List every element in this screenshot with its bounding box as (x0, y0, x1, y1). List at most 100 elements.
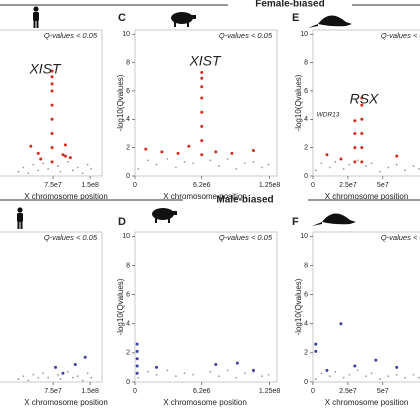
data-point (137, 376, 140, 379)
plot-frame (134, 231, 278, 383)
data-point (200, 124, 204, 128)
x-tick-label: 5e7 (377, 388, 389, 395)
data-point (71, 376, 74, 379)
y-tick-label: 6 (304, 88, 308, 95)
data-point (320, 372, 323, 375)
panel-label: C (118, 12, 126, 24)
annotation: XIST (28, 61, 62, 77)
data-point (50, 89, 54, 93)
data-point (175, 166, 177, 169)
data-point (387, 375, 390, 378)
data-point (155, 365, 159, 369)
annotation: XIST (188, 53, 222, 69)
y-axis-label: -log10(Qvalues) (116, 278, 125, 335)
data-point (137, 168, 140, 170)
data-point (63, 143, 67, 147)
data-point (387, 166, 390, 169)
data-point (334, 160, 337, 163)
data-point (200, 153, 204, 157)
data-point (314, 169, 317, 172)
data-point (76, 166, 79, 169)
y-tick-label: 10 (300, 31, 308, 38)
data-point (68, 156, 72, 160)
data-point (218, 165, 220, 167)
y-tick-label: 2 (304, 350, 308, 357)
data-point (320, 162, 323, 165)
data-point (200, 71, 204, 75)
data-point (73, 363, 77, 367)
data-point (200, 96, 204, 100)
x-tick-label: 2.5e7 (339, 182, 357, 189)
panel-label: D (118, 216, 126, 228)
data-point (86, 372, 89, 375)
y-axis-label: -log10(Qvalues) (116, 74, 125, 131)
y-tick-label: 8 (126, 59, 130, 66)
data-point (267, 163, 270, 166)
x-axis-label: X chromosome position (163, 192, 247, 201)
data-point (342, 168, 345, 170)
y-tick-label: 10 (122, 233, 130, 240)
x-tick-label: 6.2e6 (193, 388, 211, 395)
data-point (314, 342, 318, 346)
data-point (200, 139, 204, 143)
data-point (47, 168, 50, 170)
data-point (360, 96, 364, 100)
data-point (192, 162, 195, 165)
y-tick-label: 8 (304, 59, 308, 66)
data-point (32, 163, 35, 166)
data-point (209, 370, 212, 373)
data-point (348, 373, 351, 376)
data-point (353, 119, 357, 123)
data-point (61, 371, 65, 375)
y-tick-label: 6 (126, 88, 130, 95)
pig-icon (152, 208, 177, 223)
data-point (32, 373, 35, 376)
y-tick-label: 6 (126, 291, 130, 298)
x-axis-label: X chromosome position (163, 398, 247, 407)
data-point (214, 150, 218, 154)
x-tick-label: 1.5e8 (81, 182, 99, 189)
data-point (218, 375, 220, 378)
data-point (214, 363, 218, 367)
data-point (183, 160, 186, 163)
data-point (226, 158, 229, 160)
legend-entry: Q-values < 0.05 (381, 233, 420, 242)
data-point (50, 117, 54, 121)
data-point (135, 342, 139, 346)
data-point (252, 160, 255, 163)
y-tick-label: 4 (304, 116, 308, 123)
data-point (22, 375, 25, 378)
section-title: Male-biased (216, 195, 273, 206)
data-point (370, 372, 373, 375)
data-point (50, 69, 54, 73)
data-point (183, 372, 186, 375)
data-point (135, 371, 139, 375)
data-point (395, 373, 398, 376)
data-point (200, 110, 204, 114)
plot-frame (312, 231, 420, 383)
plot-frame (312, 29, 420, 177)
x-tick-label: 1.25e8 (259, 182, 281, 189)
data-point (328, 375, 331, 378)
y-tick-label: 4 (304, 321, 308, 328)
y-tick-label: 2 (304, 144, 308, 151)
plot-frame (134, 29, 278, 177)
data-point (36, 151, 40, 155)
y-tick-label: 4 (126, 321, 130, 328)
data-point (81, 172, 84, 175)
x-tick-label: 7.5e7 (44, 182, 62, 189)
data-point (50, 160, 54, 164)
data-point (147, 370, 149, 373)
data-point (360, 146, 364, 150)
x-tick-label: 2.5e7 (339, 388, 357, 395)
data-point (83, 355, 87, 359)
data-point (192, 373, 195, 376)
annotation: WDR13 (317, 112, 340, 119)
data-point (339, 322, 343, 326)
y-tick-label: 0 (126, 379, 130, 386)
data-point (160, 150, 164, 154)
data-point (209, 159, 212, 162)
data-point (200, 85, 204, 89)
